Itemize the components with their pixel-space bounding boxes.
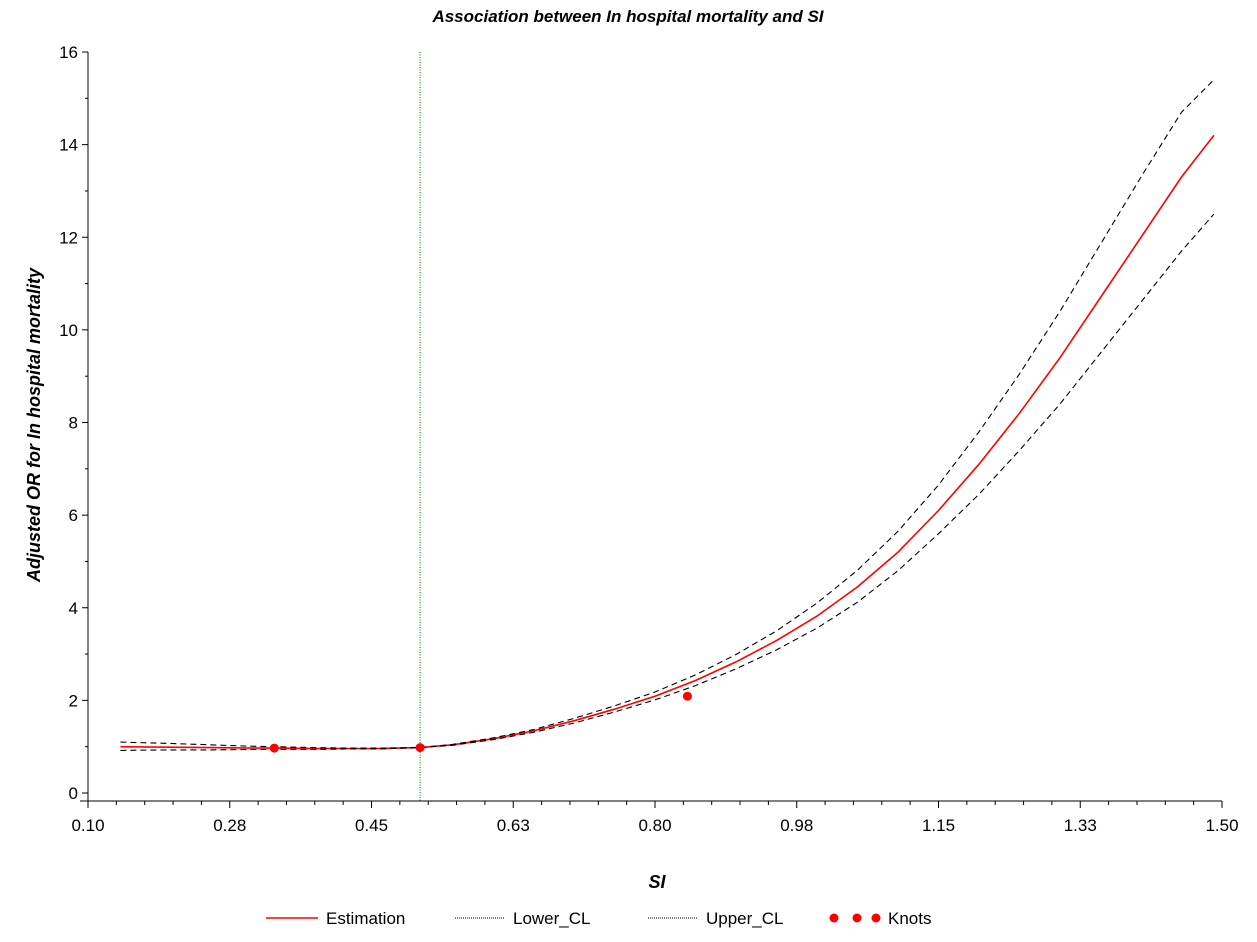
chart-title: Association between In hospital mortalit… — [431, 7, 824, 26]
y-tick-label: 12 — [59, 228, 78, 247]
plot-area — [120, 52, 1215, 801]
x-tick-label: 1.33 — [1064, 816, 1097, 835]
x-axis-label: SI — [648, 872, 666, 892]
knot-point — [415, 743, 425, 753]
y-tick-label: 2 — [69, 691, 78, 710]
knot-point — [269, 743, 279, 753]
x-tick-label: 1.15 — [922, 816, 955, 835]
axes: 0 2 4 6 8 10 12 14 16 0.10 0.28 0.45 0.63 0.80 0.98 1.1… — [59, 43, 1238, 835]
y-axis-label: Adjusted OR for In hospital mortality — [24, 267, 44, 583]
legend-swatch-knots — [852, 913, 862, 923]
legend-label-estimation: Estimation — [326, 909, 405, 928]
legend-label-lower-cl: Lower_CL — [513, 909, 591, 928]
y-tick-label: 8 — [69, 414, 78, 433]
legend-label-upper-cl: Upper_CL — [706, 909, 784, 928]
x-tick-label: 1.50 — [1205, 816, 1238, 835]
y-tick-label: 4 — [69, 599, 78, 618]
knot-point — [682, 691, 692, 701]
y-tick-label: 16 — [59, 43, 78, 62]
y-tick-label: 14 — [59, 136, 78, 155]
legend-label-knots: Knots — [888, 909, 931, 928]
x-tick-label: 0.10 — [71, 816, 104, 835]
y-tick-label: 6 — [69, 506, 78, 525]
x-tick-label: 0.28 — [213, 816, 246, 835]
x-tick-label: 0.80 — [638, 816, 671, 835]
series-line-estimation — [120, 134, 1215, 750]
legend-swatch-knots — [829, 913, 839, 923]
y-tick-label: 0 — [69, 784, 78, 803]
x-tick-label: 0.45 — [355, 816, 388, 835]
x-tick-label: 0.63 — [497, 816, 530, 835]
legend-swatch-knots — [871, 913, 881, 923]
series-line-lower-cl — [120, 213, 1215, 751]
y-tick-label: 10 — [59, 321, 78, 340]
legend: Estimation Lower_CL Upper_CL Knots — [266, 909, 931, 928]
series-line-upper-cl — [120, 79, 1215, 749]
x-tick-label: 0.98 — [780, 816, 813, 835]
